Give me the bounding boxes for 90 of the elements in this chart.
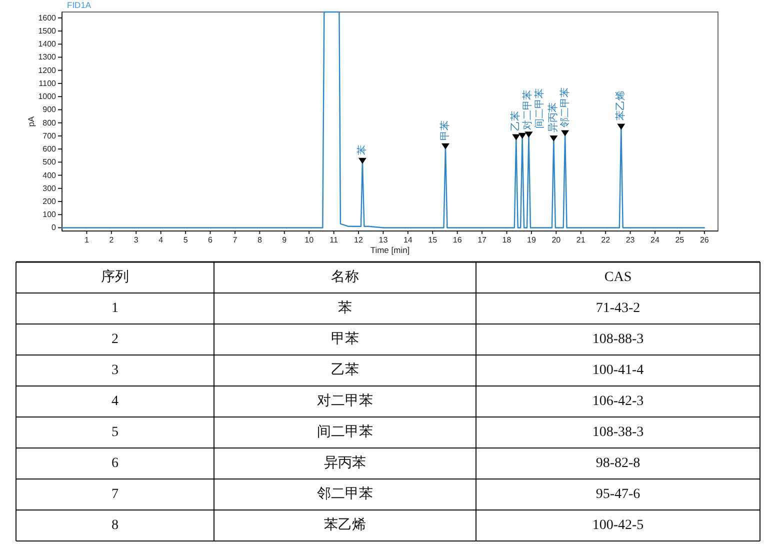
x-tick-label: 3 (134, 236, 139, 244)
text: 1 (112, 301, 118, 316)
text: 3 (112, 363, 118, 378)
x-tick-label: 16 (452, 236, 462, 244)
text: 序列 (101, 269, 129, 285)
x-tick-label: 11 (330, 236, 338, 244)
text: 2 (112, 332, 118, 347)
text: 100-42-5 (592, 518, 644, 533)
text: 106-42-3 (592, 394, 644, 409)
x-tick-label: 17 (478, 236, 488, 244)
text: 95-47-6 (596, 487, 640, 502)
y-tick-label: 200 (42, 196, 57, 206)
y-tick-label: 400 (42, 170, 57, 180)
y-tick-label: 0 (52, 223, 57, 232)
text: CAS (604, 270, 632, 285)
x-tick-label: 21 (576, 236, 586, 244)
text: 98-82-8 (596, 456, 640, 471)
point (518, 132, 526, 139)
y-tick-label: 900 (42, 105, 57, 114)
text: 对二甲苯 (317, 393, 373, 409)
x-tick-label: 26 (700, 236, 710, 244)
x-tick-label: 15 (428, 236, 438, 244)
y-tick-label: 500 (42, 158, 57, 167)
x-tick-label: 12 (354, 236, 364, 244)
text: 甲苯 (331, 331, 359, 347)
text: 5 (112, 425, 118, 440)
annotation: 甲苯 (438, 120, 451, 140)
text: 4 (112, 394, 118, 409)
x-tick-label: 1 (84, 236, 90, 244)
annotation: 异丙苯 (547, 102, 560, 133)
point (512, 134, 520, 140)
annotation: 邻二甲苯 (559, 87, 572, 128)
text: 邻二甲苯 (317, 486, 373, 502)
point (524, 132, 533, 138)
text: 苯乙烯 (324, 517, 366, 533)
x-tick-label: 8 (257, 236, 262, 244)
x-tick-label: 18 (502, 236, 512, 244)
point (617, 124, 626, 130)
x-tick-label: 24 (650, 236, 660, 244)
x-tick-label: 13 (378, 236, 388, 244)
y-axis-title: pA (26, 116, 36, 127)
y-tick-label: 600 (42, 144, 57, 154)
x-tick-label: 7 (232, 236, 238, 244)
x-tick-label: 22 (601, 236, 611, 244)
text: 异丙苯 (324, 455, 366, 471)
x-axis-title: Time [min] (370, 245, 410, 255)
text: 间二甲苯 (317, 424, 373, 440)
x-tick-label: 19 (527, 236, 536, 244)
text: 6 (112, 456, 118, 471)
x-tick-label: 23 (626, 236, 636, 244)
annotation: 乙苯 (510, 111, 522, 132)
text: 8 (112, 518, 118, 533)
y-tick-label: 1600 (38, 13, 57, 22)
x-tick-label: 9 (282, 236, 288, 244)
x-tick-label: 20 (552, 236, 562, 244)
y-tick-label: 1500 (38, 26, 57, 36)
point (358, 158, 366, 164)
annotation: 间二甲苯 (534, 88, 546, 129)
point (561, 130, 570, 136)
y-tick-label: 1200 (38, 66, 57, 75)
y-tick-label: 300 (42, 184, 57, 193)
y-tick-label: 1000 (38, 92, 57, 102)
x-tick-label: 4 (158, 236, 164, 244)
text: 100-41-4 (592, 363, 644, 378)
x-tick-label: 2 (109, 236, 114, 244)
chart-title: FID1A (67, 0, 92, 10)
x-tick-label: 25 (675, 236, 685, 244)
x-tick-label: 6 (208, 236, 214, 244)
y-tick-label: 700 (42, 131, 57, 140)
text: 71-43-2 (596, 301, 640, 316)
y-tick-label: 1300 (38, 52, 57, 62)
y-tick-label: 800 (42, 118, 57, 128)
y-tick-label: 1400 (38, 40, 57, 49)
text: 苯 (338, 300, 352, 316)
x-tick-label: 14 (403, 236, 413, 244)
y-tick-label: 100 (42, 210, 57, 220)
text: 108-88-3 (592, 332, 644, 347)
x-tick-label: 10 (304, 236, 314, 244)
text: 108-38-3 (592, 425, 644, 440)
point (441, 143, 450, 150)
line-series (61, 11, 706, 228)
annotation: 对二甲苯 (522, 90, 534, 130)
annotation: 苯 (356, 144, 368, 155)
point (550, 136, 558, 142)
x-tick-label: 5 (183, 236, 188, 244)
y-tick-label: 1100 (38, 78, 57, 88)
annotation: 苯乙烯 (614, 90, 627, 121)
text: 名称 (331, 269, 359, 285)
text: 7 (112, 487, 118, 502)
text: 乙苯 (331, 362, 359, 378)
